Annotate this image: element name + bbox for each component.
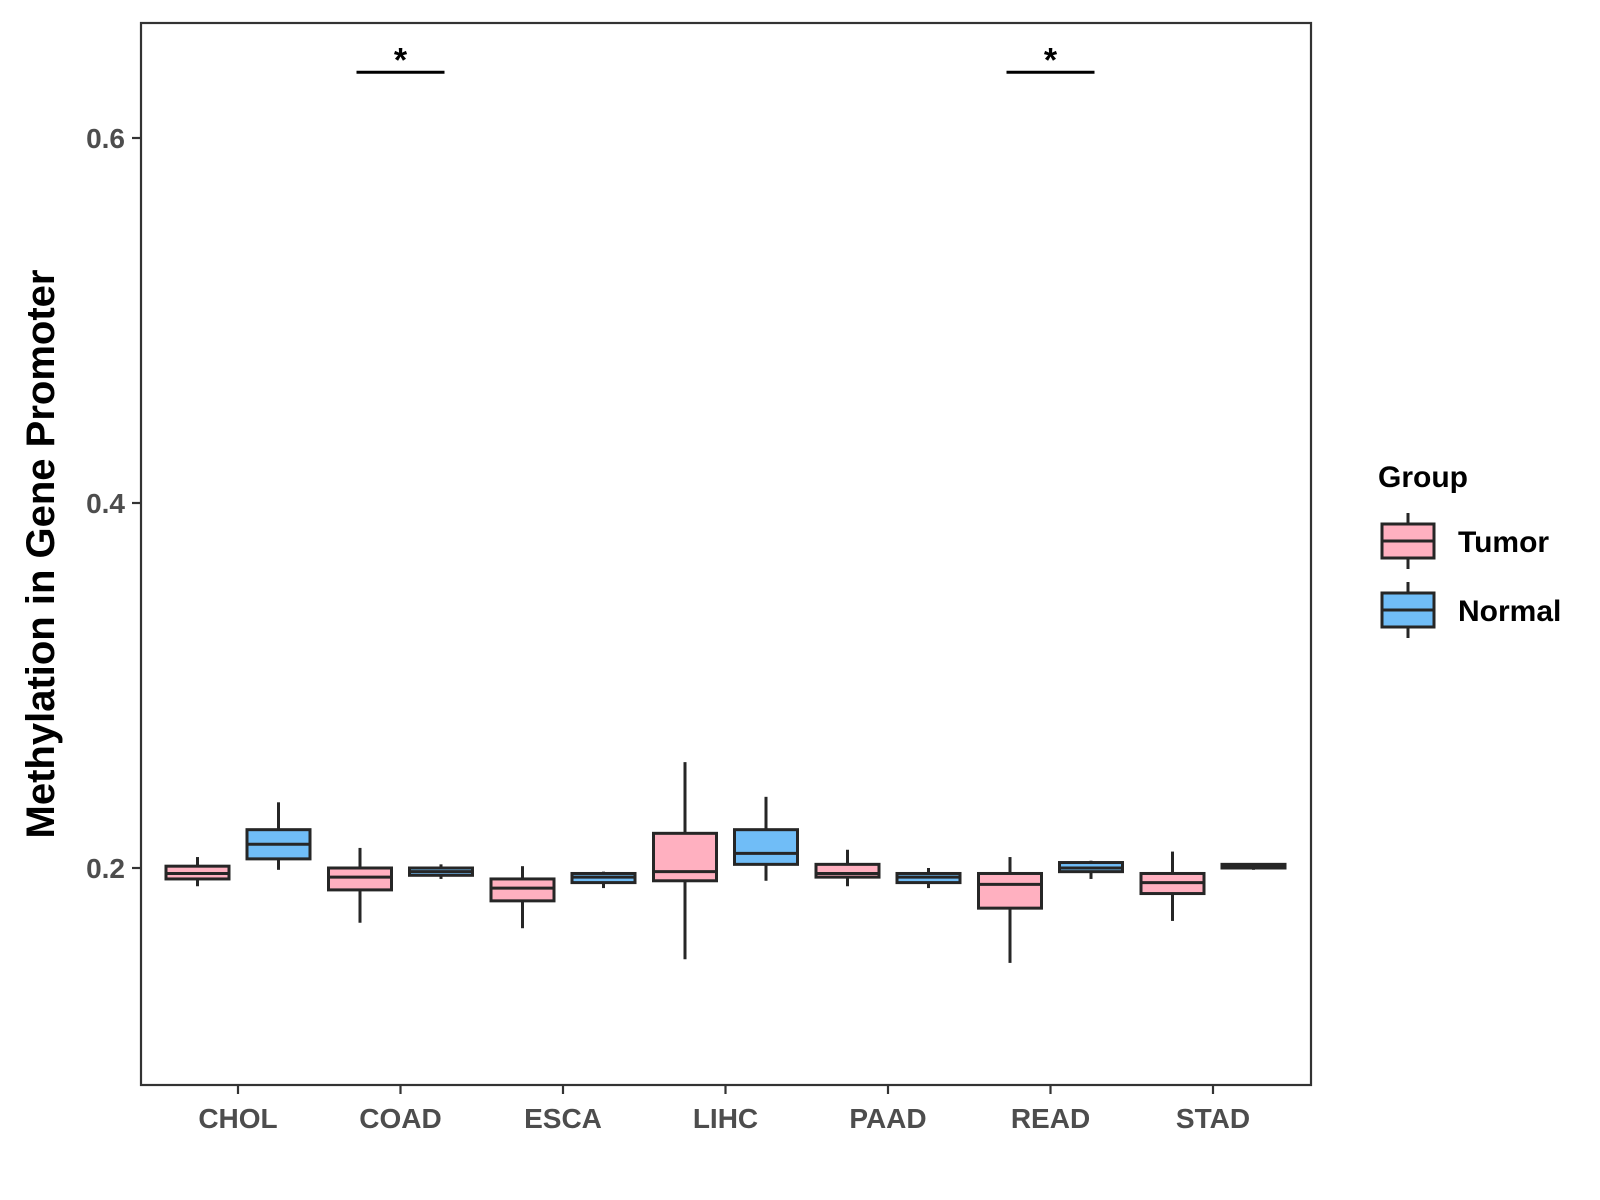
- significance-annotations: * *: [356, 41, 1095, 79]
- box-tumor-coad: [327, 847, 393, 923]
- box-normal-read: [1058, 860, 1124, 879]
- y-axis-title: Methylation in Gene Promoter: [19, 270, 63, 839]
- legend-entry-tumor: Tumor: [1380, 513, 1549, 569]
- y-tick-label: 0.2: [86, 853, 125, 884]
- box-tumor-lihc: [652, 762, 718, 960]
- box-tumor-paad: [814, 849, 881, 887]
- legend-label-tumor: Tumor: [1458, 526, 1549, 559]
- y-tick-label: 0.6: [86, 123, 125, 154]
- box-normal-coad: [408, 864, 474, 879]
- x-tick-label: LIHC: [693, 1103, 758, 1134]
- x-axis: CHOL COAD ESCA LIHC PAAD READ STAD: [198, 1085, 1250, 1134]
- box-tumor-chol: [164, 857, 231, 887]
- x-tick-label: ESCA: [524, 1103, 602, 1134]
- box-normal-esca: [570, 871, 637, 889]
- box-body: [733, 828, 799, 866]
- box-tumor-esca: [489, 866, 556, 929]
- plot-panel-border: [139, 21, 1313, 1087]
- box-body: [489, 877, 556, 903]
- box-normal-paad: [895, 868, 962, 889]
- y-tick-label: 0.4: [86, 488, 125, 519]
- box-normal-stad: [1220, 862, 1287, 870]
- x-tick-label: CHOL: [198, 1103, 277, 1134]
- box-tumor-stad: [1139, 851, 1206, 921]
- y-axis: 0.2 0.4 0.6: [86, 123, 141, 884]
- legend-title: Group: [1378, 461, 1468, 494]
- box-body: [652, 831, 718, 883]
- x-tick-label: STAD: [1176, 1103, 1250, 1134]
- x-tick-label: PAAD: [849, 1103, 926, 1134]
- significance-star: *: [1044, 41, 1058, 79]
- box-series: [164, 762, 1287, 963]
- x-tick-label: READ: [1011, 1103, 1090, 1134]
- box-body: [814, 862, 881, 879]
- box-normal-chol: [245, 802, 312, 870]
- box-body: [977, 871, 1043, 910]
- legend: Group Tumor Normal: [1378, 461, 1561, 638]
- x-tick-label: COAD: [359, 1103, 441, 1134]
- box-normal-lihc: [733, 796, 799, 881]
- significance-star: *: [394, 41, 408, 79]
- legend-label-normal: Normal: [1458, 595, 1561, 628]
- box-body: [327, 866, 393, 892]
- legend-entry-normal: Normal: [1380, 582, 1561, 638]
- box-tumor-read: [977, 857, 1043, 963]
